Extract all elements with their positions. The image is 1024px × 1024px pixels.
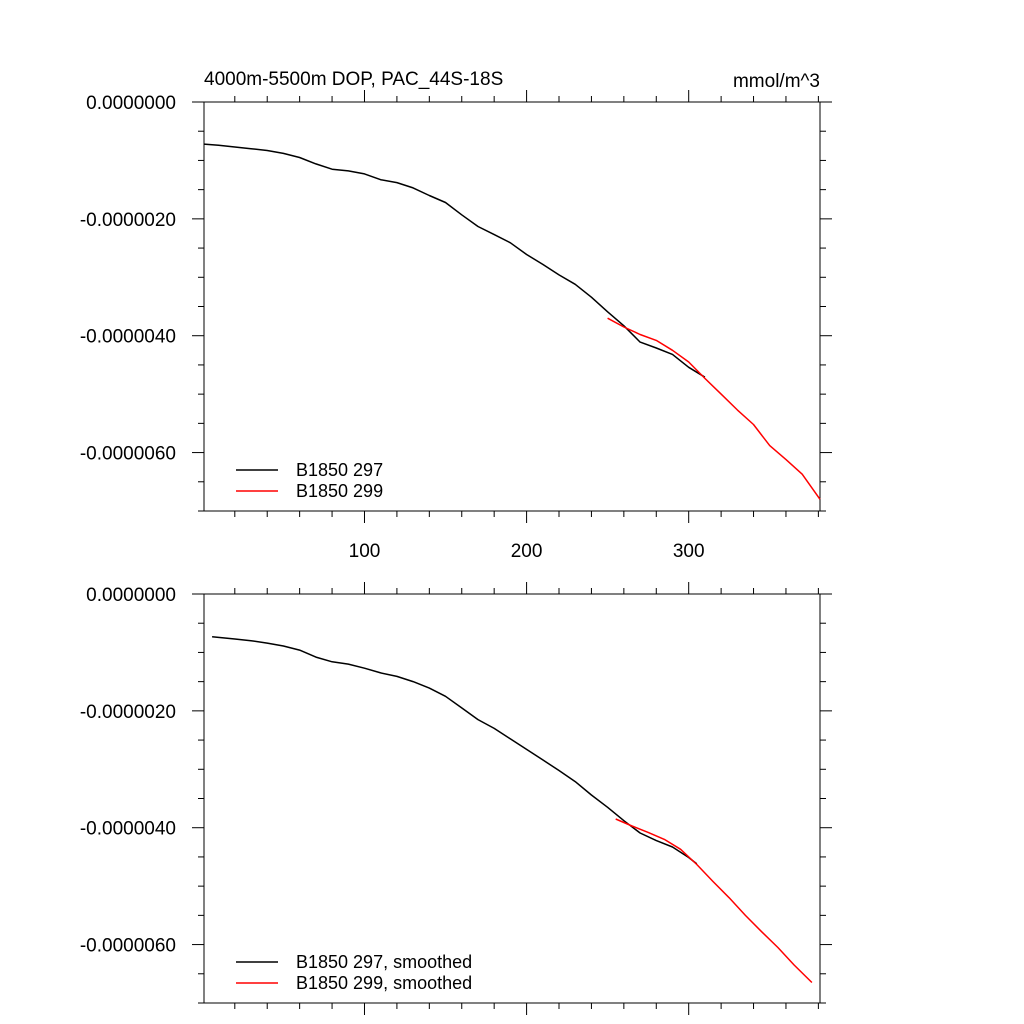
y-tick-label: -0.0000040: [80, 327, 176, 348]
y-tick-label: -0.0000040: [80, 819, 176, 840]
legend-entry: B1850 297, smoothed: [296, 952, 472, 972]
legend-entry: B1850 297: [296, 460, 383, 480]
y-tick-label: -0.0000060: [80, 444, 176, 465]
units-label: mmol/m^3: [733, 71, 820, 92]
y-tick-label: -0.0000020: [80, 702, 176, 723]
plot-frame: [203, 593, 821, 1004]
series-line: [615, 818, 813, 984]
series-line: [203, 143, 706, 378]
x-tick-label: 100: [349, 541, 381, 562]
legend-entry: B1850 299: [296, 481, 383, 501]
chart-title: 4000m-5500m DOP, PAC_44S-18S: [204, 69, 503, 90]
y-tick-label: -0.0000020: [80, 210, 176, 231]
series-line: [212, 635, 698, 865]
legend-entry: B1850 299, smoothed: [296, 973, 472, 993]
y-tick-label: 0.0000000: [86, 93, 176, 114]
top-panel: 0.0000000 -0.0000020 -0.0000040 -0.0000060 1…: [80, 69, 832, 562]
x-tick-label: 300: [673, 541, 705, 562]
bottom-panel: 0.0000000 -0.0000020 -0.0000040 -0.0000060 B…: [80, 582, 832, 1015]
y-tick-label: 0.0000000: [86, 585, 176, 606]
y-tick-label: -0.0000060: [80, 936, 176, 957]
plot-frame: [203, 101, 821, 512]
series-line: [607, 317, 821, 500]
x-tick-label: 200: [511, 541, 543, 562]
